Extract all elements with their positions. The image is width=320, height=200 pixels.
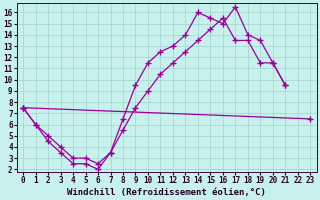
X-axis label: Windchill (Refroidissement éolien,°C): Windchill (Refroidissement éolien,°C) xyxy=(67,188,266,197)
